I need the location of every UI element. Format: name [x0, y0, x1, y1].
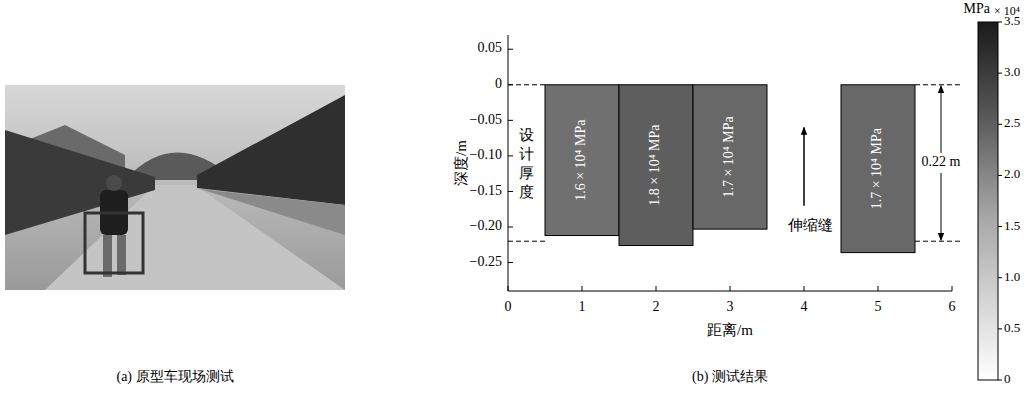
figure: (a) 原型车现场测试 1.6 × 10⁴ MPa 1.8 × 10⁴ MPa 1.7… — [0, 0, 1035, 397]
joint-arrow — [803, 127, 805, 205]
chart: 1.6 × 10⁴ MPa 1.8 × 10⁴ MPa 1.7 × 10⁴ MPa 1… — [453, 1, 1020, 386]
bar — [693, 85, 767, 229]
axes: −0.25 −0.20 −0.15 −0.10 −0.05 0 0.05 0 1 2 3 4 5 6 — [470, 35, 956, 314]
design-depth-line — [508, 241, 545, 242]
photo — [5, 85, 345, 290]
y-axis-label: 深度/m — [453, 140, 469, 186]
y-tick — [508, 155, 513, 156]
x-tick-label: 1 — [579, 299, 586, 314]
x-tick — [582, 286, 583, 291]
x-tick-label: 2 — [653, 299, 660, 314]
bar — [619, 85, 693, 246]
y-tick — [508, 227, 513, 228]
colorbar-tick — [998, 175, 1002, 176]
colorbar-tick — [998, 22, 1002, 23]
colorbar-tick — [998, 226, 1002, 227]
bar-label: 1.7 × 10⁴ MPa — [869, 127, 884, 209]
design-label-char: 计 — [519, 146, 534, 162]
x-tick — [508, 286, 509, 291]
colorbar-scale — [978, 22, 998, 380]
y-tick-label: −0.25 — [470, 254, 502, 269]
colorbar-tick-label: 2.5 — [1004, 115, 1020, 130]
x-tick-label: 6 — [949, 299, 956, 314]
bar-labels: 1.6 × 10⁴ MPa 1.8 × 10⁴ MPa 1.7 × 10⁴ MPa 1… — [573, 116, 884, 210]
x-tick-label: 4 — [801, 299, 808, 314]
bar-label: 1.6 × 10⁴ MPa — [573, 119, 588, 201]
y-tick-label: −0.20 — [470, 218, 502, 233]
x-axis-label: 距离/m — [707, 322, 753, 338]
colorbar: 00.51.01.52.02.53.03.5MPa× 10⁴ — [964, 1, 1021, 386]
annotations: 设计厚度 0.22 m 伸缩缝 — [508, 85, 963, 241]
zero-dashed-line — [915, 84, 963, 85]
colorbar-tick-label: 0 — [1004, 371, 1011, 386]
colorbar-multiplier: × 10⁴ — [994, 4, 1020, 18]
bars — [545, 85, 915, 253]
thickness-label: 0.22 m — [922, 154, 961, 169]
colorbar-tick-label: 0.5 — [1004, 320, 1020, 335]
x-tick — [878, 286, 879, 291]
design-label-char: 设 — [519, 127, 534, 143]
colorbar-unit: MPa — [964, 1, 991, 16]
x-tick — [730, 286, 731, 291]
y-tick-label: −0.15 — [470, 183, 502, 198]
colorbar-tick-label: 1.0 — [1004, 269, 1020, 284]
colorbar-tick-label: 1.5 — [1004, 218, 1020, 233]
photo-person-head — [106, 175, 122, 191]
x-tick-label: 3 — [727, 299, 734, 314]
x-tick-label: 0 — [505, 299, 512, 314]
bar — [841, 85, 915, 253]
colorbar-tick — [998, 328, 1002, 329]
colorbar-tick — [998, 277, 1002, 278]
x-tick — [804, 286, 805, 291]
y-axis-line — [508, 35, 509, 291]
caption: (b) 测试结果 — [692, 369, 768, 385]
y-tick — [508, 262, 513, 263]
colorbar-tick-label: 2.0 — [1004, 166, 1020, 181]
photo-person-leg — [117, 235, 126, 275]
bar — [545, 85, 619, 236]
colorbar-tick — [998, 380, 1002, 381]
bar-label: 1.7 × 10⁴ MPa — [721, 116, 736, 198]
x-tick — [656, 286, 657, 291]
zero-dashed-line — [508, 84, 545, 85]
photo-person-leg — [103, 235, 112, 277]
photo-background — [5, 85, 345, 290]
y-tick-label: 0.05 — [478, 40, 503, 55]
design-depth-line — [915, 241, 963, 242]
colorbar-tick-label: 3.0 — [1004, 64, 1020, 79]
photo-curb — [200, 189, 345, 235]
colorbar-tick — [998, 124, 1002, 125]
y-tick — [508, 120, 513, 121]
thickness-label-bg — [919, 153, 963, 173]
design-label-char: 厚 — [519, 165, 534, 181]
y-tick-label: −0.10 — [470, 147, 502, 162]
photo-fence-right — [197, 95, 345, 205]
colorbar-tick — [998, 73, 1002, 74]
y-tick — [508, 191, 513, 192]
bar-label: 1.8 × 10⁴ MPa — [647, 124, 662, 206]
photo-walker — [85, 213, 143, 273]
caption: (a) 原型车现场测试 — [116, 369, 233, 385]
y-tick-label: 0 — [495, 76, 502, 91]
x-tick-label: 5 — [875, 299, 882, 314]
y-tick — [508, 49, 513, 50]
joint-label: 伸缩缝 — [787, 217, 833, 233]
x-tick — [952, 286, 953, 291]
y-tick-label: −0.05 — [470, 112, 502, 127]
design-label: 设计厚度 — [519, 127, 534, 200]
photo-fence-left — [5, 130, 155, 235]
design-label-char: 度 — [519, 184, 534, 200]
